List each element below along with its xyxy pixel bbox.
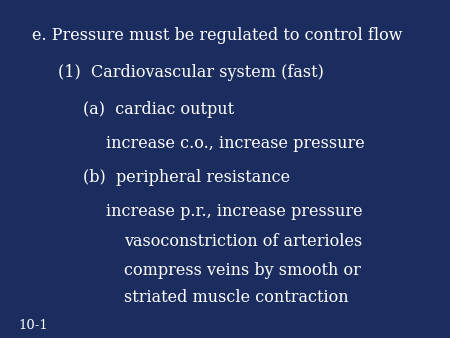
Text: e. Pressure must be regulated to control flow: e. Pressure must be regulated to control… (32, 27, 402, 44)
Text: (b)  peripheral resistance: (b) peripheral resistance (83, 169, 290, 186)
Text: increase c.o., increase pressure: increase c.o., increase pressure (106, 135, 365, 152)
Text: 10-1: 10-1 (18, 319, 48, 332)
Text: increase p.r., increase pressure: increase p.r., increase pressure (106, 203, 362, 220)
Text: compress veins by smooth or: compress veins by smooth or (124, 262, 360, 279)
Text: striated muscle contraction: striated muscle contraction (124, 289, 348, 306)
Text: (1)  Cardiovascular system (fast): (1) Cardiovascular system (fast) (58, 64, 324, 81)
Text: (a)  cardiac output: (a) cardiac output (83, 101, 234, 118)
Text: vasoconstriction of arterioles: vasoconstriction of arterioles (124, 233, 362, 250)
